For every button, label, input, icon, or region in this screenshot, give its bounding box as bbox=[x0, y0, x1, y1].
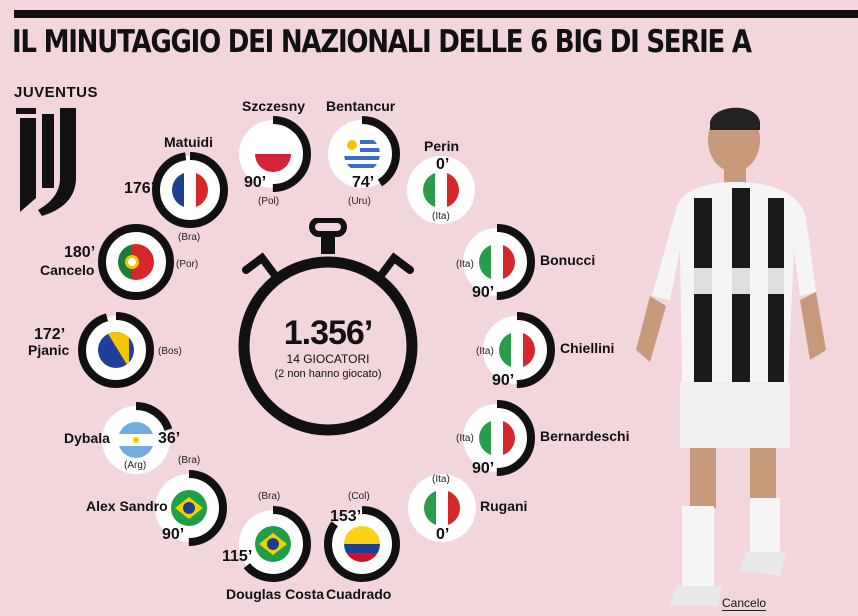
flag-col-icon bbox=[344, 526, 380, 562]
player-name-bentancur: Bentancur bbox=[326, 98, 396, 114]
player-name-pjanic: Pjanic bbox=[28, 342, 70, 358]
player-nation-matuidi: (Bra) bbox=[178, 232, 201, 243]
player-name-douglas-costa: Douglas Costa bbox=[226, 586, 325, 602]
photo-caption: Cancelo bbox=[722, 596, 767, 611]
player-minutes-bonucci: 90’ bbox=[472, 284, 495, 301]
player-minutes-szczesny: 90’ bbox=[244, 174, 267, 191]
player-minutes-pjanic: 172’ bbox=[34, 326, 66, 343]
minutes-ring-rugani bbox=[404, 470, 480, 546]
juventus-logo-icon bbox=[16, 108, 76, 216]
player-minutes-bentancur: 74’ bbox=[352, 174, 375, 191]
flag-bra-icon bbox=[171, 490, 207, 526]
player-minutes-cancelo: 180’ bbox=[64, 244, 96, 261]
player-minutes-matuidi: 176’ bbox=[124, 180, 156, 197]
player-photo-cancelo bbox=[636, 107, 826, 606]
minutes-ring-cancelo bbox=[98, 224, 174, 300]
player-minutes-dybala: 36’ bbox=[158, 430, 181, 447]
player-minutes-chiellini: 90’ bbox=[492, 372, 515, 389]
top-rule bbox=[14, 10, 858, 18]
player-name-cancelo: Cancelo bbox=[40, 262, 95, 278]
total-minutes: 1.356’ bbox=[283, 314, 374, 352]
player-minutes-bernardeschi: 90’ bbox=[472, 460, 495, 477]
minutes-ring-douglas-costa bbox=[235, 506, 311, 582]
player-minutes-rugani: 0’ bbox=[436, 526, 450, 543]
flag-por-icon bbox=[118, 244, 154, 280]
flag-ita-icon bbox=[479, 244, 515, 280]
player-nation-chiellini: (Ita) bbox=[476, 346, 494, 357]
flag-ita-icon bbox=[423, 172, 459, 208]
player-name-bonucci: Bonucci bbox=[540, 252, 596, 268]
minutes-ring-dybala bbox=[98, 402, 174, 478]
player-minutes-alex-sandro: 90’ bbox=[162, 526, 185, 543]
player-nation-perin: (Ita) bbox=[432, 211, 450, 222]
player-name-bernardeschi: Bernardeschi bbox=[540, 428, 630, 444]
player-nation-bonucci: (Ita) bbox=[456, 259, 474, 270]
player-nation-pjanic: (Bos) bbox=[158, 346, 182, 357]
total-players: 14 GIOCATORI bbox=[286, 352, 370, 366]
player-minutes-douglas-costa: 115’ bbox=[222, 548, 253, 565]
flag-bih-icon bbox=[98, 332, 134, 368]
player-name-chiellini: Chiellini bbox=[560, 340, 615, 356]
minutes-ring-alex-sandro bbox=[151, 470, 227, 546]
player-nation-bentancur: (Uru) bbox=[348, 196, 371, 207]
minutes-ring-bernardeschi bbox=[459, 400, 535, 476]
flag-ita-icon bbox=[499, 332, 535, 368]
player-nation-alex-sandro: (Bra) bbox=[178, 455, 201, 466]
player-name-dybala: Dybala bbox=[64, 430, 110, 446]
flag-uru-icon bbox=[344, 136, 380, 172]
player-nation-rugani: (Ita) bbox=[432, 474, 450, 485]
flag-ita-icon bbox=[479, 420, 515, 456]
flag-fra-icon bbox=[172, 172, 208, 208]
player-name-alex-sandro: Alex Sandro bbox=[86, 498, 168, 514]
player-nation-cuadrado: (Col) bbox=[348, 491, 370, 502]
minutes-ring-perin bbox=[403, 152, 479, 228]
flag-pol-icon bbox=[255, 136, 291, 172]
player-name-cuadrado: Cuadrado bbox=[326, 586, 392, 602]
page-title: IL MINUTAGGIO DEI NAZIONALI DELLE 6 BIG … bbox=[12, 24, 752, 60]
player-minutes-perin: 0’ bbox=[436, 156, 450, 173]
minutes-ring-cuadrado bbox=[324, 506, 400, 582]
stopwatch-icon bbox=[238, 218, 418, 436]
flag-bra-icon bbox=[255, 526, 291, 562]
minutes-ring-matuidi bbox=[152, 152, 228, 228]
player-nation-cancelo: (Por) bbox=[176, 259, 199, 270]
minutes-ring-pjanic bbox=[78, 312, 154, 388]
player-name-szczesny: Szczesny bbox=[242, 98, 306, 114]
player-nation-bernardeschi: (Ita) bbox=[456, 433, 474, 444]
player-minutes-cuadrado: 153’ bbox=[330, 508, 362, 525]
minutes-ring-bonucci bbox=[459, 224, 535, 300]
minutes-ring-szczesny bbox=[235, 116, 311, 192]
player-name-matuidi: Matuidi bbox=[164, 134, 213, 150]
flag-ita-icon bbox=[424, 490, 460, 526]
player-name-perin: Perin bbox=[424, 138, 460, 154]
minutes-ring-bentancur bbox=[324, 116, 400, 192]
total-note: (2 non hanno giocato) bbox=[274, 368, 382, 380]
player-nation-szczesny: (Pol) bbox=[258, 196, 280, 207]
team-name: JUVENTUS bbox=[14, 84, 99, 101]
player-nation-dybala: (Arg) bbox=[124, 460, 147, 471]
player-name-rugani: Rugani bbox=[480, 498, 528, 514]
player-nation-douglas-costa: (Bra) bbox=[258, 491, 281, 502]
flag-arg-icon bbox=[118, 422, 154, 458]
minutes-ring-chiellini bbox=[479, 312, 555, 388]
